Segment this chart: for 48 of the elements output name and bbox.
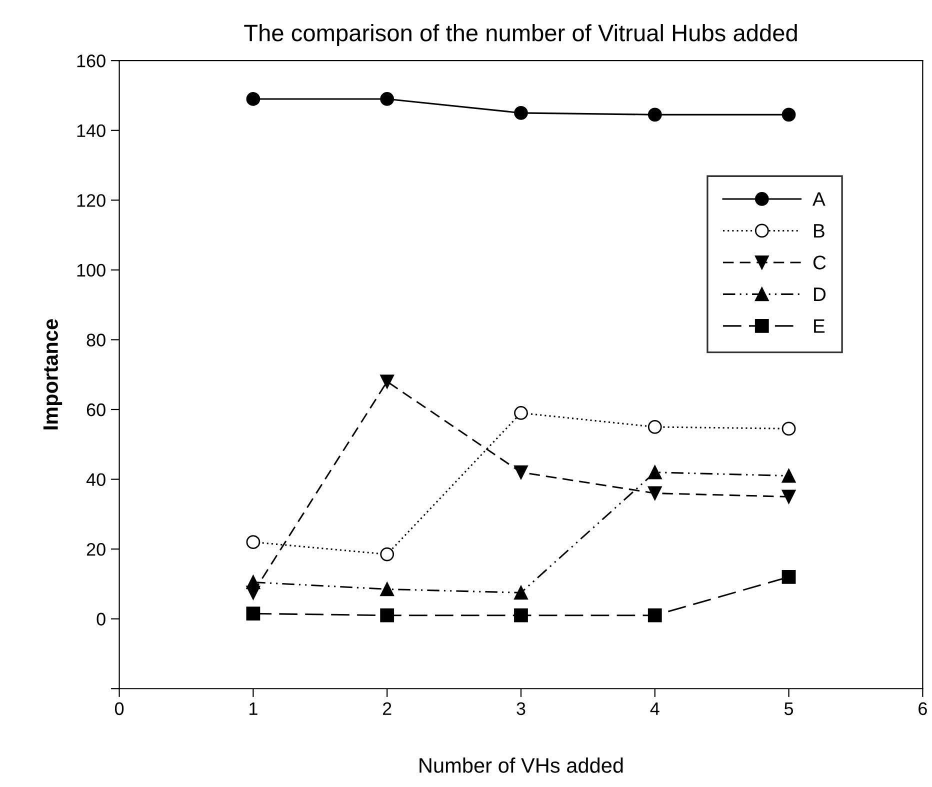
point — [514, 586, 528, 600]
x-tick-label: 4 — [650, 702, 660, 715]
point — [514, 106, 528, 120]
point — [782, 468, 796, 483]
point — [514, 608, 528, 622]
point — [782, 490, 796, 504]
y-tick-label: 0 — [96, 612, 106, 626]
y-tick-label: 160 — [77, 54, 106, 68]
x-tick-label: 1 — [250, 702, 258, 715]
point — [782, 108, 796, 122]
point — [380, 92, 394, 106]
point — [648, 608, 662, 622]
x-tick-label: 2 — [382, 702, 392, 715]
legend-label: A — [812, 192, 826, 206]
point — [648, 420, 662, 434]
y-tick-label: 120 — [77, 194, 106, 207]
point — [380, 608, 394, 622]
legend-label: C — [813, 256, 826, 270]
x-tick-label: 3 — [516, 702, 526, 716]
x-tick-label: 5 — [784, 702, 794, 716]
point — [648, 486, 662, 500]
y-tick-label: 20 — [86, 543, 106, 556]
x-tick-label: 6 — [918, 702, 927, 716]
legend-label: B — [814, 224, 824, 238]
x-tick-label: 0 — [114, 702, 124, 716]
chart-title: The comparison of the number of Vitrual Hubs added — [244, 24, 797, 46]
point — [514, 465, 528, 480]
legend-label: D — [814, 288, 826, 301]
y-tick-label: 40 — [86, 473, 106, 486]
y-tick-label: 60 — [86, 403, 106, 416]
point — [380, 582, 394, 596]
legend-label: E — [814, 319, 825, 333]
point — [380, 374, 394, 389]
point — [246, 92, 260, 106]
point — [514, 406, 528, 420]
point — [782, 570, 796, 584]
point — [380, 547, 394, 562]
point — [782, 422, 796, 436]
point — [246, 575, 260, 590]
x-axis-title: Number of VHs added — [420, 758, 623, 773]
y-tick-label: 140 — [77, 124, 106, 138]
point — [648, 465, 662, 480]
y-tick-label: 80 — [86, 334, 106, 346]
point — [246, 535, 260, 550]
point — [648, 108, 662, 122]
point — [246, 606, 260, 621]
y-tick-label: 100 — [77, 264, 106, 277]
y-axis-title: Importance — [43, 319, 62, 430]
